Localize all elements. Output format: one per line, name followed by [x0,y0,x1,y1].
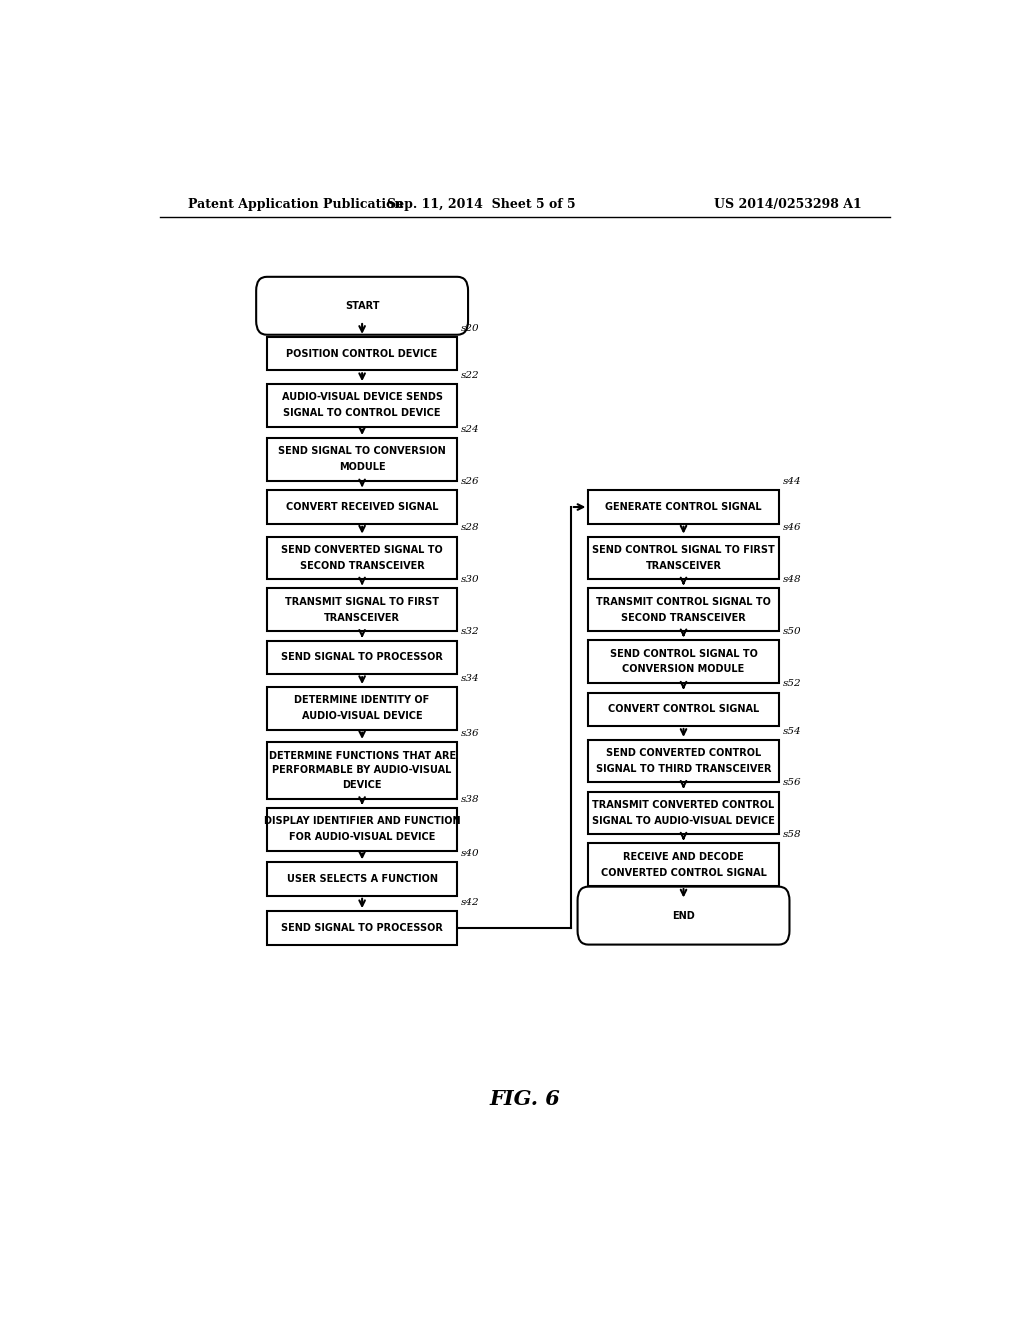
Bar [588,693,778,726]
Text: SEND SIGNAL TO PROCESSOR: SEND SIGNAL TO PROCESSOR [282,923,443,933]
Text: DETERMINE FUNCTIONS THAT ARE: DETERMINE FUNCTIONS THAT ARE [268,751,456,760]
Bar [267,862,458,896]
Text: AUDIO-VISUAL DEVICE SENDS: AUDIO-VISUAL DEVICE SENDS [282,392,442,403]
Text: TRANSMIT CONVERTED CONTROL: TRANSMIT CONVERTED CONTROL [593,800,774,810]
Text: s42: s42 [461,898,480,907]
Bar [267,742,458,799]
Text: s50: s50 [782,627,802,636]
Text: s26: s26 [461,477,480,486]
Text: CONVERT CONTROL SIGNAL: CONVERT CONTROL SIGNAL [608,705,759,714]
Text: RECEIVE AND DECODE: RECEIVE AND DECODE [624,851,743,862]
Text: SECOND TRANSCEIVER: SECOND TRANSCEIVER [622,612,745,623]
Bar [267,384,458,426]
Text: s34: s34 [461,673,480,682]
Bar [267,686,458,730]
Text: s56: s56 [782,779,802,788]
Text: s52: s52 [782,680,802,688]
Text: TRANSMIT CONTROL SIGNAL TO: TRANSMIT CONTROL SIGNAL TO [596,597,771,607]
Text: SEND CONTROL SIGNAL TO: SEND CONTROL SIGNAL TO [609,648,758,659]
Text: s22: s22 [461,371,480,380]
Text: SEND SIGNAL TO CONVERSION: SEND SIGNAL TO CONVERSION [279,446,446,457]
Text: AUDIO-VISUAL DEVICE: AUDIO-VISUAL DEVICE [302,711,423,721]
Text: s40: s40 [461,849,480,858]
Text: s44: s44 [782,477,802,486]
Text: CONVERT RECEIVED SIGNAL: CONVERT RECEIVED SIGNAL [286,502,438,512]
Text: SECOND TRANSCEIVER: SECOND TRANSCEIVER [300,561,425,570]
Bar [588,739,778,783]
Text: CONVERSION MODULE: CONVERSION MODULE [623,664,744,675]
Text: POSITION CONTROL DEVICE: POSITION CONTROL DEVICE [287,348,437,359]
Text: s46: s46 [782,523,802,532]
Bar [588,490,778,524]
Text: SEND CONVERTED SIGNAL TO: SEND CONVERTED SIGNAL TO [282,545,443,554]
Bar [267,337,458,371]
Text: SEND SIGNAL TO PROCESSOR: SEND SIGNAL TO PROCESSOR [282,652,443,663]
Text: s36: s36 [461,729,480,738]
Text: DISPLAY IDENTIFIER AND FUNCTION: DISPLAY IDENTIFIER AND FUNCTION [264,816,461,826]
Text: START: START [345,301,379,310]
Text: SEND CONTROL SIGNAL TO FIRST: SEND CONTROL SIGNAL TO FIRST [592,545,775,554]
Bar [588,792,778,834]
Text: Sep. 11, 2014  Sheet 5 of 5: Sep. 11, 2014 Sheet 5 of 5 [387,198,575,211]
FancyBboxPatch shape [578,887,790,945]
Text: US 2014/0253298 A1: US 2014/0253298 A1 [715,198,862,211]
Text: SIGNAL TO CONTROL DEVICE: SIGNAL TO CONTROL DEVICE [284,408,441,418]
FancyBboxPatch shape [256,277,468,335]
Text: s32: s32 [461,627,480,636]
Text: s48: s48 [782,576,802,585]
Text: FOR AUDIO-VISUAL DEVICE: FOR AUDIO-VISUAL DEVICE [289,832,435,842]
Bar [588,843,778,886]
Text: CONVERTED CONTROL SIGNAL: CONVERTED CONTROL SIGNAL [601,867,766,878]
Text: MODULE: MODULE [339,462,385,473]
Text: DEVICE: DEVICE [342,780,382,789]
Text: s30: s30 [461,576,480,585]
Text: s20: s20 [461,323,480,333]
Text: s54: s54 [782,726,802,735]
Text: PERFORMABLE BY AUDIO-VISUAL: PERFORMABLE BY AUDIO-VISUAL [272,766,452,775]
Text: s28: s28 [461,523,480,532]
Text: s58: s58 [782,830,802,840]
Text: TRANSMIT SIGNAL TO FIRST: TRANSMIT SIGNAL TO FIRST [285,597,439,607]
Text: s38: s38 [461,795,480,804]
Text: SIGNAL TO AUDIO-VISUAL DEVICE: SIGNAL TO AUDIO-VISUAL DEVICE [592,816,775,826]
Text: END: END [672,911,695,920]
Bar [588,640,778,682]
Text: s24: s24 [461,425,480,434]
Text: Patent Application Publication: Patent Application Publication [187,198,403,211]
Bar [267,589,458,631]
Text: TRANSCEIVER: TRANSCEIVER [325,612,400,623]
Bar [588,589,778,631]
Text: TRANSCEIVER: TRANSCEIVER [645,561,722,570]
Bar [267,808,458,850]
Bar [267,911,458,945]
Bar [267,640,458,675]
Text: SIGNAL TO THIRD TRANSCEIVER: SIGNAL TO THIRD TRANSCEIVER [596,764,771,774]
Bar [267,536,458,579]
Bar [588,536,778,579]
Bar [267,490,458,524]
Bar [267,438,458,480]
Text: SEND CONVERTED CONTROL: SEND CONVERTED CONTROL [606,748,761,758]
Text: FIG. 6: FIG. 6 [489,1089,560,1109]
Text: USER SELECTS A FUNCTION: USER SELECTS A FUNCTION [287,874,437,884]
Text: DETERMINE IDENTITY OF: DETERMINE IDENTITY OF [295,696,430,705]
Text: GENERATE CONTROL SIGNAL: GENERATE CONTROL SIGNAL [605,502,762,512]
